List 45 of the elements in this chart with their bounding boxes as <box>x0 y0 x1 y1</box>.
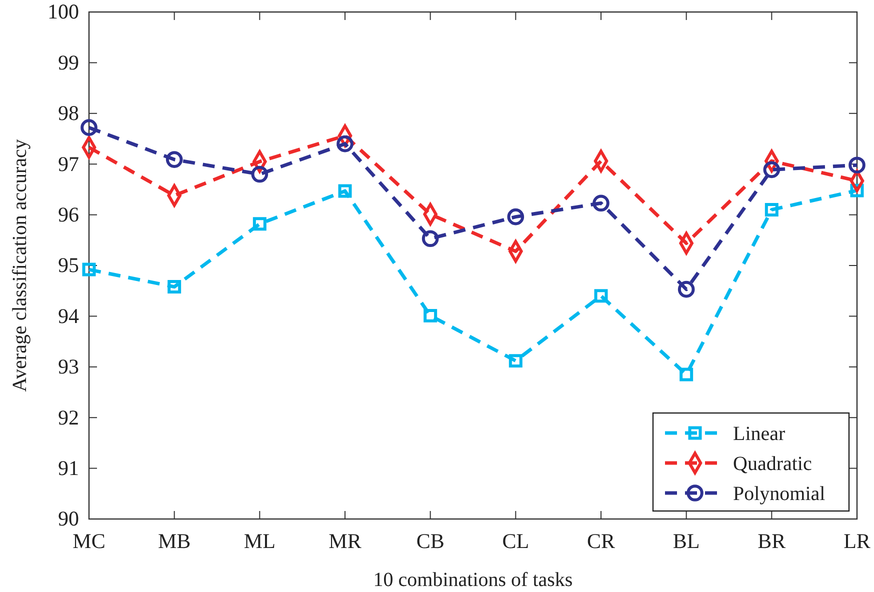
x-tick-label: LR <box>844 528 870 553</box>
point <box>252 217 266 231</box>
x-tick-label: MB <box>158 528 191 553</box>
y-tick-label: 93 <box>58 354 79 379</box>
y-tick-label: 99 <box>58 50 79 74</box>
legend-label: Linear <box>733 423 786 445</box>
point <box>763 161 780 178</box>
point <box>764 202 778 216</box>
x-tick-label: BL <box>672 528 700 553</box>
legend-label: Polynomial <box>733 483 826 505</box>
point <box>168 280 182 294</box>
point <box>251 166 268 183</box>
y-tick-label: 98 <box>58 101 79 126</box>
point <box>592 194 610 212</box>
point <box>336 135 354 152</box>
point <box>424 308 438 322</box>
x-tick-label: CL <box>502 528 530 553</box>
point <box>422 230 439 248</box>
point <box>594 289 608 303</box>
y-tick-label: 95 <box>58 253 79 278</box>
point <box>848 156 866 174</box>
y-tick-label: 100 <box>48 0 79 24</box>
point <box>166 151 183 168</box>
x-tick-label: CR <box>586 528 616 553</box>
legend-label: Quadratic <box>733 453 812 475</box>
y-tick-label: 92 <box>58 405 79 430</box>
x-tick-label: BR <box>758 528 786 553</box>
point <box>680 368 694 382</box>
point <box>82 262 96 276</box>
x-tick-label: ML <box>244 528 276 553</box>
y-tick-label: 97 <box>58 152 79 176</box>
point <box>80 119 98 136</box>
y-tick-label: 90 <box>58 506 79 531</box>
point <box>507 208 524 226</box>
x-tick-label: MR <box>328 528 362 553</box>
point <box>508 354 522 368</box>
point <box>338 184 352 198</box>
y-tick-label: 96 <box>58 202 79 227</box>
y-axis-title: Average classification accuracy <box>9 139 31 392</box>
x-axis-title: 10 combinations of tasks <box>373 569 573 591</box>
y-tick-label: 91 <box>58 456 79 480</box>
y-tick-label: 94 <box>58 304 80 328</box>
x-tick-label: MC <box>72 528 106 553</box>
point <box>678 280 695 298</box>
x-tick-label: CB <box>416 528 444 553</box>
